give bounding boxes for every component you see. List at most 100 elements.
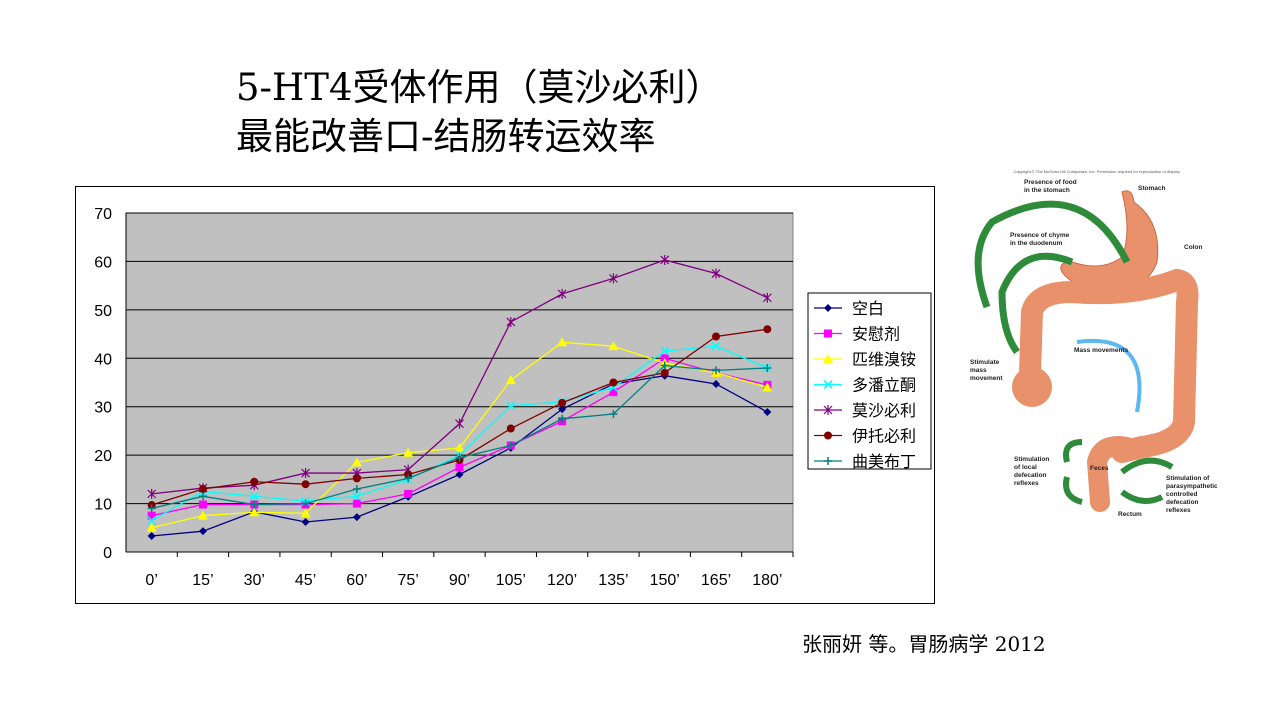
label-colon: Colon	[1184, 244, 1202, 251]
marker-square	[824, 329, 832, 338]
marker-plus	[198, 492, 207, 501]
marker-plus	[558, 414, 567, 423]
marker-star	[660, 254, 670, 265]
marker-star	[762, 292, 772, 303]
label-local-4: reflexes	[1014, 480, 1039, 487]
marker-circle	[763, 325, 772, 334]
copyright-text: Copyright © The McGraw-Hill Companies, I…	[1014, 169, 1181, 174]
label-para-4: defecation	[1166, 499, 1199, 506]
slide-title-line2: 最能改善口-结肠转运效率	[236, 115, 656, 158]
chart-frame: 0 10 20 30 40 50 60 70 0’ 15’ 30’ 45’ 60’ 75’ 90’ 105’ 1…	[75, 186, 935, 604]
marker-square	[609, 388, 618, 397]
x-tick-label: 30’	[244, 572, 265, 589]
x-tick-label: 120’	[547, 572, 577, 589]
label-stimulate-2: mass	[970, 367, 987, 374]
x-tick-label: 15’	[192, 572, 213, 589]
marker-triangle	[351, 457, 362, 467]
label-para-3: controlled	[1166, 491, 1197, 498]
marker-square	[404, 489, 413, 498]
marker-plus	[147, 504, 156, 513]
marker-triangle	[197, 510, 208, 520]
marker-plus	[506, 441, 515, 450]
y-tick-label: 0	[103, 545, 112, 562]
marker-square	[147, 511, 156, 520]
marker-circle	[506, 424, 515, 433]
marker-x	[506, 401, 516, 411]
marker-triangle	[762, 382, 773, 392]
marker-triangle	[249, 507, 260, 517]
marker-diamond	[763, 408, 772, 417]
marker-triangle	[608, 341, 619, 351]
marker-plus	[660, 361, 669, 370]
x-tick-label: 45’	[295, 572, 316, 589]
cecum-shape	[1012, 367, 1052, 407]
label-stomach: Stomach	[1138, 185, 1165, 192]
label-local-3: defecation	[1014, 472, 1047, 479]
green-arrow-food	[974, 200, 1131, 309]
marker-triangle	[505, 375, 516, 385]
y-tick-label: 20	[94, 448, 112, 465]
marker-star	[711, 268, 721, 279]
y-tick-label: 40	[94, 351, 112, 368]
legend-label: 伊托必利	[852, 428, 916, 446]
marker-plus	[609, 409, 618, 418]
y-tick-label: 70	[94, 206, 112, 223]
x-tick-label: 135’	[598, 572, 628, 589]
marker-triangle	[454, 442, 465, 452]
marker-triangle	[823, 354, 833, 363]
blue-arrow-mass-movement	[1076, 338, 1142, 413]
marker-star	[506, 316, 516, 327]
marker-diamond	[455, 470, 464, 479]
green-arrow-chyme	[998, 252, 1074, 355]
legend-label: 多潘立酮	[852, 377, 916, 395]
marker-diamond	[558, 405, 567, 414]
marker-circle	[824, 431, 832, 440]
green-arrow-para	[1120, 457, 1174, 504]
marker-star	[455, 418, 464, 429]
legend-label: 曲美布丁	[852, 453, 916, 471]
marker-circle	[609, 378, 618, 387]
marker-circle	[198, 485, 207, 494]
label-local-2: of local	[1014, 464, 1037, 471]
label-mass-movements: Mass movements	[1074, 347, 1129, 354]
colon-shape	[1019, 268, 1199, 463]
marker-star	[823, 405, 833, 415]
marker-plus	[250, 500, 259, 509]
x-tick-label: 180’	[752, 572, 782, 589]
label-chyme-1: Presence of chyme	[1010, 232, 1070, 239]
colon-anatomy-illustration: Copyright © The McGraw-Hill Companies, I…	[970, 169, 1218, 518]
label-local-1: Stimulation	[1014, 456, 1049, 463]
marker-triangle	[146, 522, 157, 532]
marker-circle	[558, 398, 567, 407]
legend-label: 莫沙必利	[852, 402, 916, 420]
marker-x	[147, 515, 157, 526]
marker-plus	[404, 474, 413, 483]
x-tick-label: 60’	[346, 572, 367, 589]
marker-plus	[352, 485, 361, 494]
label-para-1: Stimulation of	[1166, 475, 1210, 482]
marker-circle	[352, 474, 361, 483]
label-rectum: Rectum	[1118, 511, 1142, 518]
marker-x	[249, 491, 259, 501]
marker-diamond	[352, 513, 361, 522]
marker-circle	[712, 332, 721, 341]
citation: 张丽妍 等。胃肠病学 2012	[802, 632, 1046, 656]
series-7	[147, 361, 772, 513]
marker-plus	[455, 453, 464, 462]
marker-triangle	[403, 447, 414, 457]
marker-plus	[824, 457, 832, 465]
marker-diamond	[824, 304, 832, 312]
label-stimulate-1: Stimulate	[970, 359, 1000, 366]
y-tick-label: 10	[94, 497, 112, 514]
marker-plus	[301, 499, 310, 508]
marker-star	[557, 288, 567, 299]
x-tick-label: 105’	[496, 572, 526, 589]
marker-circle	[250, 477, 259, 486]
rectum-shape	[1086, 436, 1137, 512]
label-para-2: parasympathetic	[1166, 483, 1218, 490]
marker-square	[455, 463, 464, 472]
marker-x	[352, 491, 362, 501]
label-chyme-2: in the duodenum	[1010, 240, 1063, 247]
slide-title-line1: 5-HT4受体作用（莫沙必利）	[236, 66, 723, 109]
marker-circle	[660, 368, 669, 377]
